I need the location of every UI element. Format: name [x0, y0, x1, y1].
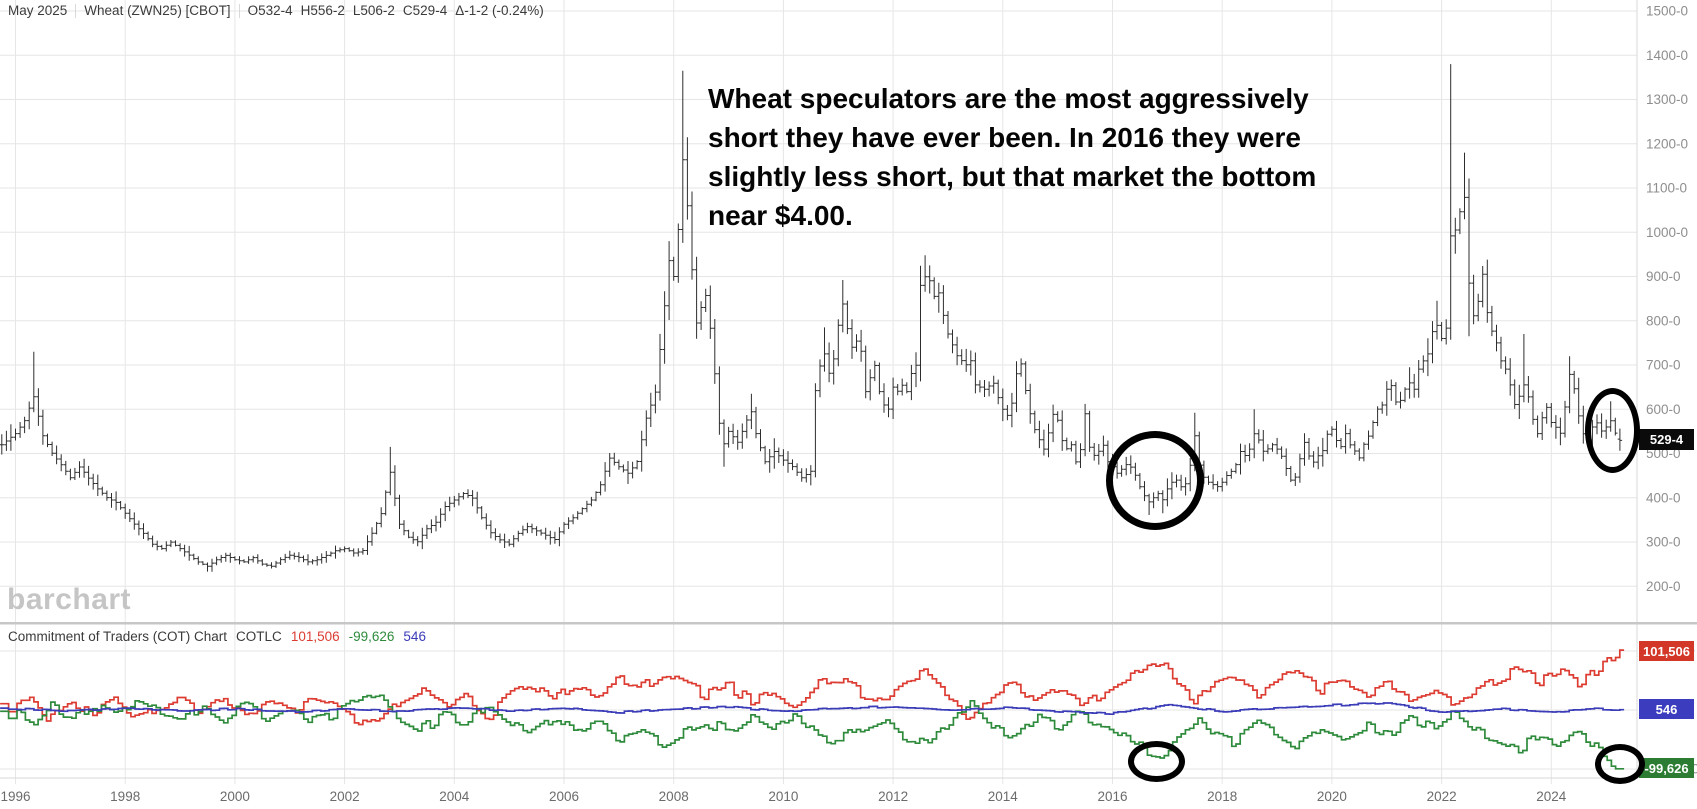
year-axis-label: 2024: [1536, 789, 1567, 804]
high-value: H556-2: [300, 3, 345, 18]
circle-current-cot-low: [1595, 744, 1645, 784]
ohlc-bars: [0, 64, 1623, 572]
cot-blue-value: 546: [403, 629, 426, 644]
year-axis-label: 2018: [1207, 789, 1237, 804]
cot-symbol: COTLC: [236, 629, 282, 644]
year-axis-label: 2012: [878, 789, 908, 804]
price-axis-label: 1400-0: [1646, 48, 1688, 63]
last-price-badge: 529-4: [1639, 429, 1694, 450]
cot-header: Commitment of Traders (COT) Chart COTLC …: [8, 629, 426, 644]
year-axis-label: 2006: [549, 789, 579, 804]
price-axis-label: 400-0: [1646, 490, 1681, 505]
price-axis-label: 900-0: [1646, 269, 1681, 284]
year-axis-label: 2010: [768, 789, 798, 804]
year-axis-label: 2022: [1427, 789, 1457, 804]
price-axis-label: 700-0: [1646, 358, 1681, 373]
cot-green-badge: -99,626: [1639, 758, 1694, 778]
cot-blue-badge: 546: [1639, 699, 1694, 719]
annotation-line: Wheat speculators are the most aggressiv…: [708, 83, 1309, 114]
price-axis-label: 1500-0: [1646, 4, 1688, 19]
price-axis-label: 800-0: [1646, 313, 1681, 328]
year-axis-label: 1996: [0, 789, 30, 804]
year-axis-label: 2002: [330, 789, 360, 804]
gridlines: [0, 0, 1637, 784]
change-value: Δ-1-2 (-0.24%): [455, 3, 544, 18]
low-value: L506-2: [352, 3, 395, 18]
cot-green-value: -99,626: [348, 629, 395, 644]
cot-red-badge: 101,506: [1639, 641, 1694, 661]
year-axis-label: 2020: [1317, 789, 1347, 804]
annotation-note: Wheat speculators are the most aggressiv…: [708, 79, 1316, 235]
price-axis-label: 300-0: [1646, 535, 1681, 550]
annotation-line: slightly less short, but that market the…: [708, 161, 1317, 192]
cot-line-large-spec-net-long: [0, 649, 1625, 726]
price-axis-label: 600-0: [1646, 402, 1681, 417]
instrument-label: Wheat (ZWN25) [CBOT]: [84, 3, 231, 18]
year-axis-label: 1998: [110, 789, 140, 804]
panel-divider: [0, 622, 1697, 625]
circle-2016-cot-low: [1128, 741, 1185, 782]
header-separator: [75, 3, 77, 18]
annotation-line: near $4.00.: [708, 200, 853, 231]
price-axis-label: 1200-0: [1646, 136, 1688, 151]
year-axis-label: 2000: [220, 789, 250, 804]
price-axis-label: 200-0: [1646, 579, 1681, 594]
open-value: O532-4: [247, 3, 293, 18]
circle-2016-price-low: [1106, 431, 1204, 530]
plot-border: [0, 0, 1638, 779]
price-axis-label: 1300-0: [1646, 92, 1688, 107]
year-axis-label: 2008: [659, 789, 689, 804]
year-axis-label: 2016: [1097, 789, 1127, 804]
close-value: C529-4: [402, 3, 448, 18]
symbol-header: May 2025 Wheat (ZWN25) [CBOT] O532-4 H55…: [8, 3, 544, 18]
price-axis-label: 1100-0: [1646, 181, 1687, 196]
contract-label: May 2025: [8, 3, 68, 18]
price-axis-label: 1000-0: [1646, 225, 1688, 240]
cot-title: Commitment of Traders (COT) Chart: [8, 629, 228, 644]
cot-red-value: 101,506: [290, 629, 340, 644]
cot-line-commercial-net-short: [0, 694, 1625, 770]
barchart-logo: barchart: [7, 583, 132, 616]
header-separator: [238, 3, 240, 18]
annotation-line: short they have ever been. In 2016 they …: [708, 122, 1301, 153]
year-axis-label: 2014: [988, 789, 1019, 804]
year-axis-label: 2004: [439, 789, 470, 804]
circle-current-price: [1585, 388, 1640, 473]
cot-line-small-trader-net: [0, 702, 1625, 716]
